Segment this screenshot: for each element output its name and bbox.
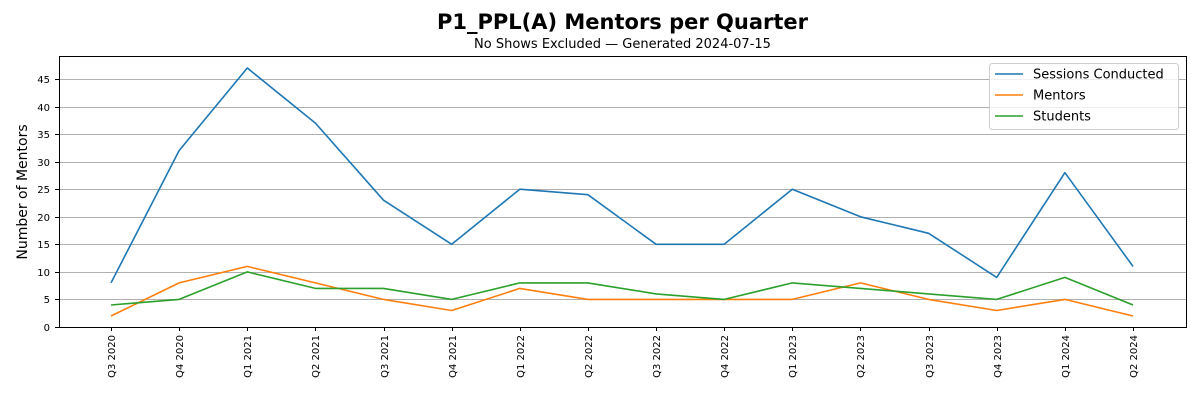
legend-label: Sessions Conducted xyxy=(1033,68,1164,83)
y-tick-label: 5 xyxy=(44,295,50,306)
x-tick-label: Q2 2021 xyxy=(311,335,322,378)
y-tick-label: 45 xyxy=(37,75,50,86)
y-tick-label: 25 xyxy=(37,185,50,196)
x-tick-label: Q4 2020 xyxy=(175,335,186,378)
y-tick-label: 15 xyxy=(37,240,50,251)
legend: Sessions Conducted Mentors Students xyxy=(989,63,1179,130)
y-tick-label: 0 xyxy=(44,323,50,334)
x-tick-label: Q3 2023 xyxy=(925,335,936,378)
x-tick-label: Q3 2020 xyxy=(107,335,118,378)
chart-title: P1_PPL(A) Mentors per Quarter xyxy=(436,10,809,34)
y-tick-label: 10 xyxy=(37,268,50,279)
x-tick-label: Q1 2021 xyxy=(243,335,254,378)
x-tick-label: Q2 2023 xyxy=(856,335,867,378)
y-tick-label: 35 xyxy=(37,130,50,141)
legend-label: Mentors xyxy=(1033,89,1086,104)
y-tick-label: 20 xyxy=(37,213,50,224)
legend-label: Students xyxy=(1033,110,1091,125)
y-axis-ticks: 0 5 10 15 20 25 30 35 40 45 xyxy=(37,75,59,334)
axes-frame xyxy=(59,56,1187,328)
x-tick-label: Q4 2021 xyxy=(448,335,459,378)
y-tick-label: 40 xyxy=(37,103,50,114)
y-axis-label: Number of Mentors xyxy=(15,124,31,259)
x-tick-label: Q1 2024 xyxy=(1061,335,1072,378)
x-tick-label: Q3 2022 xyxy=(652,335,663,378)
x-axis-ticks: Q3 2020 Q4 2020 Q1 2021 Q2 2021 Q3 2021 Q4 20… xyxy=(107,327,1140,378)
series-line-mentors xyxy=(110,265,1134,317)
y-tick-label: 30 xyxy=(37,158,50,169)
series-line-sessions-conducted xyxy=(110,67,1134,284)
series-line-students xyxy=(110,271,1134,306)
x-tick-label: Q2 2022 xyxy=(584,335,595,378)
x-tick-label: Q1 2022 xyxy=(516,335,527,378)
x-tick-label: Q1 2023 xyxy=(788,335,799,378)
x-tick-label: Q4 2022 xyxy=(720,335,731,378)
x-tick-label: Q3 2021 xyxy=(380,335,391,378)
chart-subtitle: No Shows Excluded — Generated 2024-07-15 xyxy=(474,37,771,52)
legend-box xyxy=(989,63,1179,130)
x-tick-label: Q4 2023 xyxy=(993,335,1004,378)
x-tick-label: Q2 2024 xyxy=(1129,335,1140,378)
data-series xyxy=(110,67,1134,317)
